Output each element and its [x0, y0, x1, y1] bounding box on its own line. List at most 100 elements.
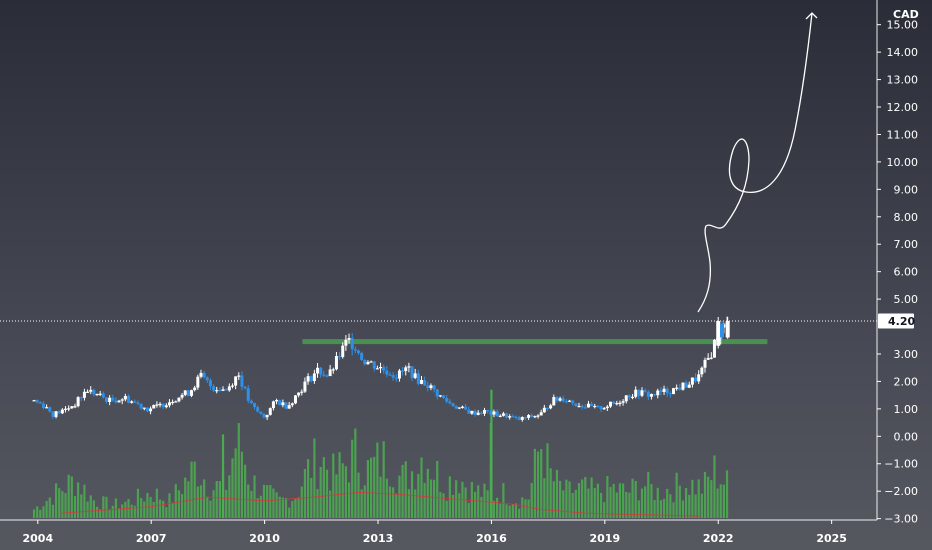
- candle-body: [605, 406, 609, 409]
- volume-bar: [628, 492, 631, 518]
- candle-body: [278, 400, 282, 406]
- candle-body: [215, 390, 219, 392]
- price-tick-label: 7.00: [894, 238, 919, 251]
- volume-bar: [64, 493, 67, 518]
- volume-bar: [335, 474, 338, 518]
- candle-body: [631, 396, 635, 399]
- volume-bar: [571, 493, 574, 518]
- candle-body: [549, 405, 553, 409]
- candle-body: [394, 377, 398, 379]
- volume-bar: [272, 488, 275, 518]
- volume-bar: [228, 475, 231, 518]
- volume-bar: [275, 492, 278, 518]
- volume-bar: [351, 439, 354, 518]
- candle-body: [196, 376, 200, 388]
- candle-body: [608, 401, 612, 407]
- candle-body: [435, 389, 439, 397]
- candle-body: [57, 411, 61, 414]
- price-axis[interactable]: 15.00 14.00 13.00 12.00 11.00 10.00 9.00 8.00 7.…: [877, 19, 918, 526]
- volume-bar: [303, 468, 307, 518]
- volume-bar: [73, 496, 77, 518]
- volume-bar: [80, 494, 83, 518]
- candle-body: [331, 369, 335, 371]
- candle-body: [290, 403, 294, 406]
- candle-body: [687, 384, 691, 388]
- volume-bar: [278, 496, 281, 518]
- candle-body: [426, 385, 430, 388]
- volume-bar: [269, 485, 272, 518]
- volume-bar: [146, 492, 149, 518]
- candle-body: [706, 357, 710, 360]
- candle-body: [401, 370, 405, 372]
- candle-body: [350, 338, 354, 350]
- volume-bar: [174, 484, 177, 518]
- candle-body: [375, 368, 379, 370]
- time-axis[interactable]: 2004 2007 2010 2013 2016 2019 2022 2025: [22, 520, 847, 545]
- candle-body: [583, 407, 587, 409]
- support-line[interactable]: [302, 339, 768, 345]
- volume-bar: [99, 509, 102, 518]
- candle-body: [508, 416, 512, 418]
- candle-body: [662, 388, 666, 393]
- volume-bar: [158, 499, 162, 518]
- candle-body: [423, 379, 427, 386]
- candle-body: [155, 404, 159, 406]
- volume-bar: [77, 482, 80, 518]
- candle-body: [306, 376, 310, 382]
- volume-bar: [199, 485, 203, 518]
- volume-bar: [338, 452, 341, 518]
- volume-bar: [114, 498, 118, 518]
- volume-bar: [420, 457, 423, 518]
- candle-body: [574, 403, 578, 407]
- candle-body: [419, 379, 423, 384]
- volume-bar: [187, 481, 190, 518]
- volume-bar: [458, 493, 461, 518]
- volume-bar: [61, 491, 64, 518]
- candle-body: [265, 414, 269, 418]
- volume-bar: [247, 484, 250, 518]
- candle-body: [599, 406, 603, 410]
- volume-bar: [332, 453, 335, 518]
- volume-bar: [306, 459, 310, 518]
- volume-bar: [518, 508, 521, 518]
- volume-bar: [584, 476, 587, 518]
- volume-bar: [666, 488, 669, 518]
- candle-body: [158, 403, 162, 406]
- volume-bar: [347, 482, 351, 518]
- volume-bar: [609, 486, 612, 518]
- candle-body: [542, 407, 546, 413]
- candle-body: [596, 405, 600, 408]
- candle-body: [275, 400, 279, 402]
- candle-body: [520, 417, 524, 420]
- volume-bar: [54, 483, 58, 518]
- volume-bar: [681, 500, 685, 518]
- candle-body: [268, 408, 272, 415]
- volume-bar: [429, 479, 433, 518]
- candle-body: [363, 359, 367, 365]
- candle-body: [89, 389, 93, 392]
- price-tick-label: 2.00: [894, 375, 919, 388]
- volume-bar: [354, 428, 357, 518]
- volume-bar: [102, 496, 105, 518]
- candle-body: [319, 367, 323, 375]
- volume-bar: [707, 476, 710, 518]
- candle-body: [653, 394, 657, 396]
- candle-body: [139, 403, 143, 409]
- volume-bar: [322, 457, 325, 518]
- candle-body: [621, 401, 625, 403]
- volume-bar: [177, 490, 181, 518]
- candle-body: [498, 415, 502, 418]
- volume-bar: [108, 509, 111, 518]
- candle-body: [230, 385, 234, 387]
- volume-bar: [407, 489, 410, 518]
- candle-body: [341, 345, 345, 357]
- volume-bar: [533, 448, 536, 518]
- volume-bar: [486, 490, 489, 518]
- candle-body: [208, 380, 212, 387]
- candle-body: [391, 375, 395, 378]
- volume-bar: [621, 483, 625, 518]
- candle-body: [634, 389, 638, 397]
- volume-bar: [703, 471, 707, 518]
- freehand-arrow-drawing[interactable]: [697, 12, 813, 313]
